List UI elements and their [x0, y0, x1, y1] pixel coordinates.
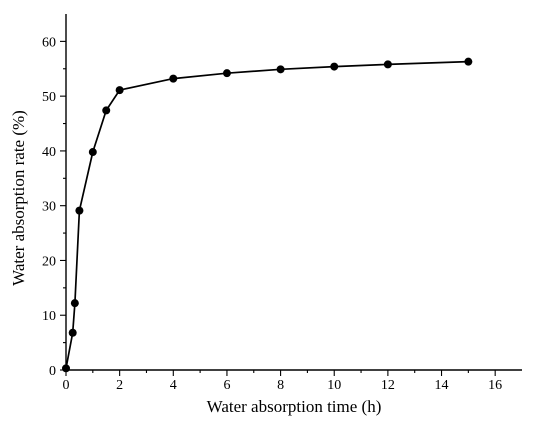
x-tick-label: 12	[381, 378, 395, 393]
data-point	[75, 206, 84, 215]
x-tick-label: 2	[116, 378, 123, 393]
y-tick-label: 10	[42, 309, 56, 324]
x-axis-title: Water absorption time (h)	[207, 397, 382, 416]
y-tick-label: 30	[42, 200, 56, 215]
data-point	[222, 69, 231, 78]
x-tick-label: 14	[435, 378, 449, 393]
series-layer	[62, 57, 473, 373]
x-tick-label: 16	[488, 378, 502, 393]
data-point	[62, 364, 70, 373]
data-point	[68, 328, 77, 337]
x-ticks: 0 2 4 6 8 10 12 14 16	[63, 370, 502, 393]
y-tick-label: 50	[42, 90, 56, 105]
data-point	[169, 74, 178, 83]
data-point	[383, 60, 392, 69]
series-line	[65, 60, 469, 369]
x-tick-label: 0	[63, 378, 70, 393]
y-tick-label: 20	[42, 254, 56, 269]
data-point	[70, 299, 79, 308]
x-tick-label: 10	[327, 378, 341, 393]
y-tick-label: 60	[42, 35, 56, 50]
x-tick-label: 6	[223, 378, 230, 393]
y-axis-title: Water absorption rate (%)	[9, 110, 28, 286]
data-point	[115, 86, 124, 95]
data-point	[330, 62, 339, 71]
data-point	[102, 106, 111, 115]
data-point	[464, 57, 473, 66]
y-tick-label: 40	[42, 145, 56, 160]
y-tick-label: 0	[49, 364, 56, 379]
x-tick-label: 8	[277, 378, 284, 393]
data-point	[88, 148, 97, 157]
data-point	[276, 65, 285, 74]
axes	[65, 14, 522, 371]
x-tick-label: 4	[170, 378, 177, 393]
y-ticks: 0 10 20 30 40 50 60	[42, 35, 66, 379]
